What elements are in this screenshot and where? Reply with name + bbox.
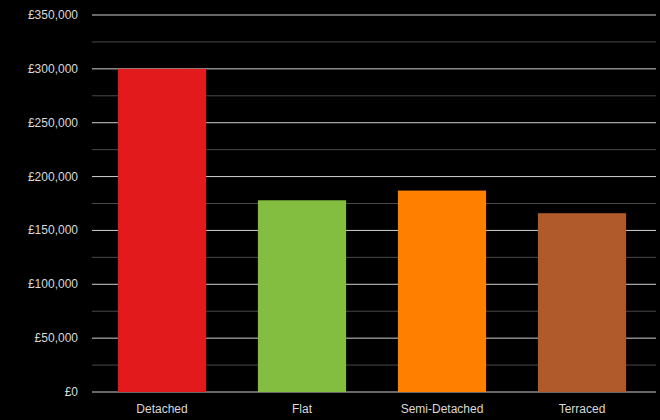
y-tick-label: £150,000: [28, 223, 78, 237]
x-tick-label: Semi-Detached: [401, 402, 484, 416]
grid-line: [92, 15, 656, 16]
background: [0, 0, 660, 420]
bar: [118, 69, 206, 392]
x-tick-label: Flat: [292, 402, 313, 416]
bar: [258, 200, 346, 392]
y-tick-label: £250,000: [28, 116, 78, 130]
y-tick-label: £100,000: [28, 277, 78, 291]
y-tick-label: £0: [65, 385, 79, 399]
x-tick-label: Terraced: [559, 402, 606, 416]
minor-grid-line: [92, 41, 656, 42]
y-tick-label: £50,000: [35, 331, 79, 345]
y-tick-label: £200,000: [28, 170, 78, 184]
x-tick-label: Detached: [136, 402, 187, 416]
y-tick-label: £350,000: [28, 8, 78, 22]
chart: £0 £50,000 £100,000 £150,000 £200,000 £250,00…: [0, 0, 660, 420]
bar: [398, 191, 486, 392]
bars: [118, 69, 626, 392]
y-tick-label: £300,000: [28, 62, 78, 76]
bar: [538, 213, 626, 392]
